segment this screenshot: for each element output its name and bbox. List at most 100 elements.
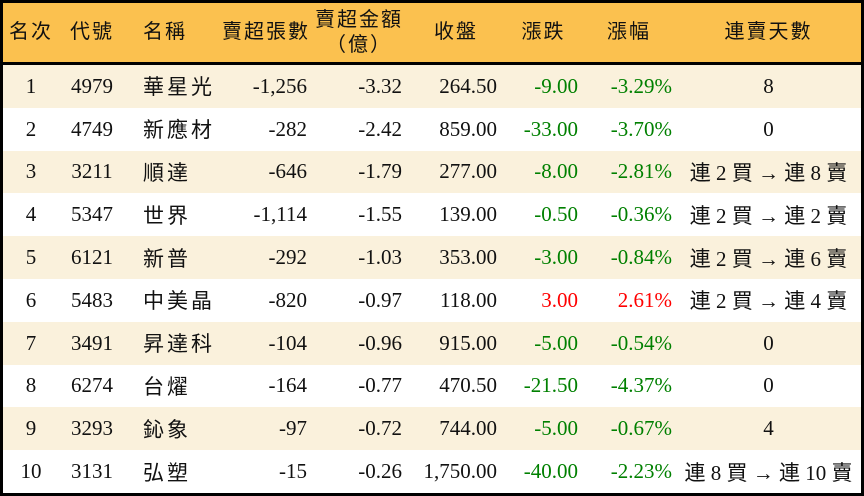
cell-amt: -1.79: [311, 150, 407, 194]
column-header-rank: 名次: [3, 3, 59, 65]
cell-amt: -1.55: [311, 193, 407, 237]
cell-pct: -4.37%: [582, 364, 676, 408]
cell-code: 3131: [59, 450, 125, 493]
cell-code: 3211: [59, 150, 125, 194]
cell-chg: -21.50: [505, 364, 582, 408]
cell-streak: 0: [676, 321, 861, 365]
cell-code: 3491: [59, 321, 125, 365]
cell-streak: 連 8 買 → 連 10 賣: [676, 450, 861, 493]
cell-close: 915.00: [407, 321, 505, 365]
table-header: 名次 代號 名稱 賣超張數 賣超金額 （億） 收盤 漲跌 漲幅 連賣天數: [3, 3, 861, 65]
cell-close: 1,750.00: [407, 450, 505, 493]
table-row: 5 6121 新普 -292 -1.03 353.00 -3.00 -0.84% 連 2 買 →…: [3, 236, 861, 279]
cell-code: 5347: [59, 193, 125, 237]
cell-name: 昇達科: [125, 321, 221, 365]
cell-rank: 8: [3, 364, 59, 408]
cell-streak: 0: [676, 107, 861, 151]
cell-pct: -2.81%: [582, 150, 676, 194]
cell-amt: -3.32: [311, 63, 407, 108]
column-header-sell-volume: 賣超張數: [221, 3, 311, 65]
cell-vol: -97: [221, 407, 311, 451]
column-header-sell-amount: 賣超金額 （億）: [311, 3, 407, 65]
cell-pct: 2.61%: [582, 278, 676, 322]
table-body: 1 4979 華星光 -1,256 -3.32 264.50 -9.00 -3.29% 8 2 47…: [3, 63, 861, 493]
cell-amt: -0.96: [311, 321, 407, 365]
cell-close: 470.50: [407, 364, 505, 408]
table-row: 6 5483 中美晶 -820 -0.97 118.00 3.00 2.61% 連 2 買 → …: [3, 278, 861, 322]
cell-code: 4979: [59, 63, 125, 108]
table-row: 10 3131 弘塑 -15 -0.26 1,750.00 -40.00 -2.23% 連 8 …: [3, 450, 861, 493]
table-row: 4 5347 世界 -1,114 -1.55 139.00 -0.50 -0.36% 連 2 買…: [3, 193, 861, 237]
cell-name: 鈊象: [125, 407, 221, 451]
cell-streak: 連 2 買 → 連 6 賣: [676, 236, 861, 279]
table-row: 1 4979 華星光 -1,256 -3.32 264.50 -9.00 -3.29% 8: [3, 63, 861, 108]
cell-chg: 3.00: [505, 278, 582, 322]
header-row: 名次 代號 名稱 賣超張數 賣超金額 （億） 收盤 漲跌 漲幅 連賣天數: [3, 3, 861, 65]
cell-chg: -40.00: [505, 450, 582, 493]
cell-streak: 0: [676, 364, 861, 408]
cell-rank: 2: [3, 107, 59, 151]
cell-vol: -820: [221, 278, 311, 322]
cell-vol: -104: [221, 321, 311, 365]
cell-chg: -9.00: [505, 63, 582, 108]
cell-rank: 6: [3, 278, 59, 322]
cell-rank: 10: [3, 450, 59, 493]
cell-name: 新應材: [125, 107, 221, 151]
table-row: 2 4749 新應材 -282 -2.42 859.00 -33.00 -3.70% 0: [3, 107, 861, 151]
cell-streak: 連 2 買 → 連 2 賣: [676, 193, 861, 237]
column-header-code: 代號: [59, 3, 125, 65]
cell-vol: -15: [221, 450, 311, 493]
cell-chg: -5.00: [505, 407, 582, 451]
cell-vol: -1,256: [221, 63, 311, 108]
cell-rank: 4: [3, 193, 59, 237]
cell-amt: -0.77: [311, 364, 407, 408]
cell-close: 744.00: [407, 407, 505, 451]
cell-code: 3293: [59, 407, 125, 451]
column-header-name: 名稱: [125, 3, 221, 65]
cell-pct: -3.70%: [582, 107, 676, 151]
column-header-close: 收盤: [407, 3, 505, 65]
cell-close: 118.00: [407, 278, 505, 322]
cell-vol: -282: [221, 107, 311, 151]
cell-name: 弘塑: [125, 450, 221, 493]
cell-vol: -646: [221, 150, 311, 194]
cell-name: 華星光: [125, 63, 221, 108]
cell-code: 4749: [59, 107, 125, 151]
cell-vol: -292: [221, 236, 311, 279]
cell-pct: -0.36%: [582, 193, 676, 237]
table-row: 3 3211 順達 -646 -1.79 277.00 -8.00 -2.81% 連 2 買 →…: [3, 150, 861, 194]
column-header-change: 漲跌: [505, 3, 582, 65]
cell-streak: 連 2 買 → 連 4 賣: [676, 278, 861, 322]
cell-rank: 3: [3, 150, 59, 194]
table-row: 9 3293 鈊象 -97 -0.72 744.00 -5.00 -0.67% 4: [3, 407, 861, 451]
cell-rank: 5: [3, 236, 59, 279]
cell-rank: 9: [3, 407, 59, 451]
cell-pct: -0.84%: [582, 236, 676, 279]
cell-vol: -164: [221, 364, 311, 408]
cell-rank: 7: [3, 321, 59, 365]
cell-name: 世界: [125, 193, 221, 237]
cell-code: 6121: [59, 236, 125, 279]
column-header-change-pct: 漲幅: [582, 3, 676, 65]
cell-pct: -3.29%: [582, 63, 676, 108]
cell-name: 台燿: [125, 364, 221, 408]
cell-code: 5483: [59, 278, 125, 322]
cell-chg: -0.50: [505, 193, 582, 237]
table-row: 8 6274 台燿 -164 -0.77 470.50 -21.50 -4.37% 0: [3, 364, 861, 408]
cell-pct: -0.54%: [582, 321, 676, 365]
cell-pct: -2.23%: [582, 450, 676, 493]
cell-close: 859.00: [407, 107, 505, 151]
cell-pct: -0.67%: [582, 407, 676, 451]
cell-chg: -3.00: [505, 236, 582, 279]
column-header-sell-streak: 連賣天數: [676, 3, 861, 65]
cell-streak: 8: [676, 63, 861, 108]
cell-amt: -0.26: [311, 450, 407, 493]
cell-chg: -5.00: [505, 321, 582, 365]
cell-close: 353.00: [407, 236, 505, 279]
table-row: 7 3491 昇達科 -104 -0.96 915.00 -5.00 -0.54% 0: [3, 321, 861, 365]
cell-close: 277.00: [407, 150, 505, 194]
cell-streak: 連 2 買 → 連 8 賣: [676, 150, 861, 194]
cell-amt: -2.42: [311, 107, 407, 151]
cell-streak: 4: [676, 407, 861, 451]
